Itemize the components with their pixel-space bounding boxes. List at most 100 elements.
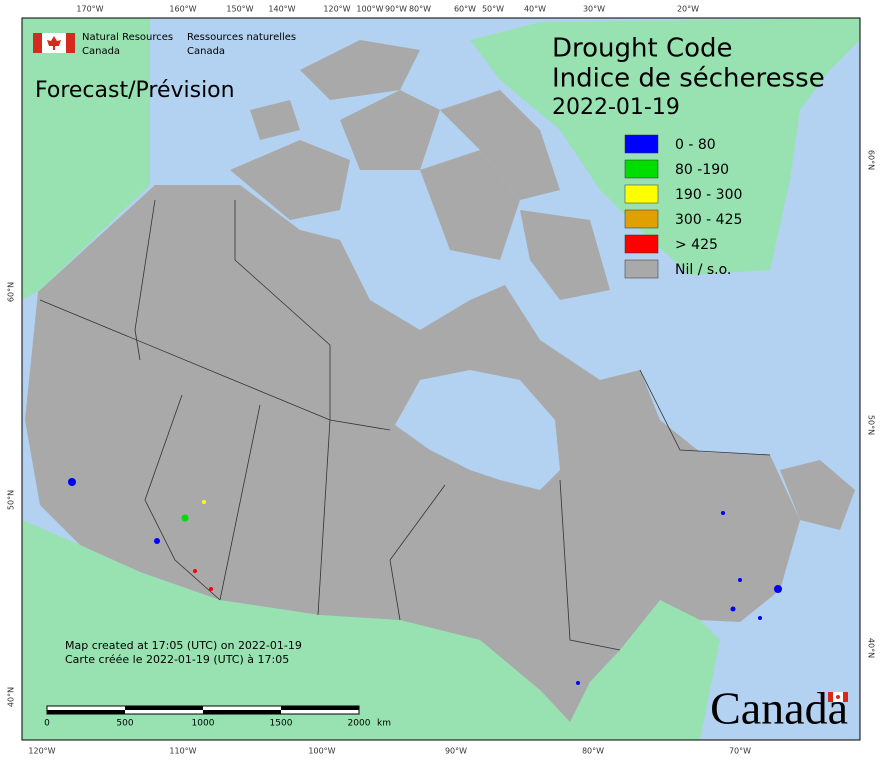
- border: [389, 484, 446, 621]
- map-title: Drought Code: [552, 34, 733, 64]
- spot: [738, 578, 742, 582]
- alaska: [22, 18, 150, 300]
- graticule-label: 60°N: [7, 282, 16, 302]
- graticule-label: 100°W: [308, 747, 335, 756]
- legend-swatch: [624, 234, 659, 254]
- flag-bar: [66, 33, 75, 53]
- scale-unit: km: [377, 719, 391, 729]
- scale-bar-segment: [47, 710, 125, 714]
- flag-bar: [843, 692, 848, 702]
- flag-bar: [33, 33, 42, 53]
- graticule-label: 140°W: [268, 5, 295, 14]
- scale-bar-segment: [281, 706, 359, 710]
- maple-leaf: [47, 36, 61, 50]
- island: [440, 90, 560, 200]
- graticule-label: 80°W: [409, 5, 431, 14]
- legend-label: Nil / s.o.: [675, 262, 731, 278]
- border: [134, 199, 156, 361]
- hudson-bay: [395, 370, 560, 490]
- wordmark: Canada: [710, 683, 848, 734]
- island: [420, 150, 520, 260]
- graticule-label: 50°N: [7, 490, 16, 510]
- spot: [730, 606, 736, 612]
- greenland: [470, 18, 860, 275]
- border: [219, 404, 261, 601]
- island: [520, 210, 610, 300]
- graticule-label: 70°W: [729, 747, 751, 756]
- arctic-islands: [230, 40, 610, 300]
- credit-line: Carte créée le 2022-01-19 (UTC) à 17:05: [65, 653, 289, 666]
- scale-label: 1500: [270, 719, 293, 729]
- graticule-label: 40°N: [867, 638, 876, 658]
- spot: [154, 538, 160, 544]
- spot: [576, 681, 580, 685]
- island: [300, 40, 420, 100]
- spot: [721, 511, 725, 515]
- spot: [68, 478, 76, 486]
- spot: [202, 500, 206, 504]
- map-body: [21, 17, 861, 741]
- graticule-label: 170°W: [76, 5, 103, 14]
- maple-leaf: [836, 695, 840, 699]
- agency-name: Natural Resources: [82, 32, 173, 43]
- map-title: Indice de sécheresse: [552, 64, 825, 94]
- legend-label: 0 - 80: [675, 137, 716, 153]
- graticule-label: 90°W: [445, 747, 467, 756]
- graticule-label: 80°W: [582, 747, 604, 756]
- legend-swatch: [624, 134, 659, 154]
- spot: [774, 585, 782, 593]
- agency-name: Canada: [82, 46, 120, 57]
- scale-label: 2000: [348, 719, 371, 729]
- product-label: Forecast/Prévision: [35, 78, 235, 103]
- graticule-labels: 170°W 160°W 150°W 140°W 120°W 100°W 90°W 80°W 60…: [7, 5, 876, 756]
- province-borders: [39, 199, 771, 651]
- agency-name: Canada: [187, 46, 225, 57]
- border: [639, 369, 771, 456]
- border: [144, 394, 221, 601]
- spot: [193, 569, 197, 573]
- island: [230, 140, 350, 220]
- graticule-label: 50°W: [482, 5, 504, 14]
- scale-bar-segment: [125, 706, 203, 710]
- graticule-label: 60°N: [867, 150, 876, 170]
- credit-line: Map created at 17:05 (UTC) on 2022-01-19: [65, 639, 302, 652]
- graticule-label: 90°W: [385, 5, 407, 14]
- graticule-label: 60°W: [454, 5, 476, 14]
- usa: [22, 520, 720, 740]
- scale-bar: 0 500 1000 1500 2000 km: [44, 705, 391, 729]
- wordmark-flag: [828, 692, 848, 702]
- border: [559, 479, 621, 651]
- legend-swatch: [624, 184, 659, 204]
- scale-label: 0: [44, 719, 50, 729]
- legend-swatch: [624, 209, 659, 229]
- graticule-label: 150°W: [226, 5, 253, 14]
- graticule-label: 40°W: [524, 5, 546, 14]
- agency-name: Ressources naturelles: [187, 32, 296, 43]
- graticule-label: 30°W: [583, 5, 605, 14]
- fire-spots: [68, 478, 782, 685]
- graticule-label: 40°N: [7, 687, 16, 707]
- border: [234, 200, 331, 420]
- newfoundland: [780, 460, 855, 530]
- graticule-label: 120°W: [323, 5, 350, 14]
- legend-swatch: [624, 159, 659, 179]
- map-date: 2022-01-19: [552, 95, 680, 120]
- island: [340, 90, 440, 170]
- legend-label: 190 - 300: [675, 187, 742, 203]
- scale-label: 1000: [192, 719, 215, 729]
- canada-mainland: [25, 185, 800, 722]
- graticule-label: 110°W: [169, 747, 196, 756]
- legend-label: 300 - 425: [675, 212, 742, 228]
- legend-label: 80 -190: [675, 162, 729, 178]
- spot: [209, 587, 213, 591]
- border: [317, 419, 331, 616]
- graticule-label: 120°W: [28, 747, 55, 756]
- legend-label: > 425: [675, 237, 718, 253]
- flag-bar: [828, 692, 833, 702]
- graticule-label: 100°W: [356, 5, 383, 14]
- logo: [33, 33, 75, 53]
- spot: [758, 616, 762, 620]
- scale-bar-segment: [203, 710, 281, 714]
- spot: [181, 514, 189, 522]
